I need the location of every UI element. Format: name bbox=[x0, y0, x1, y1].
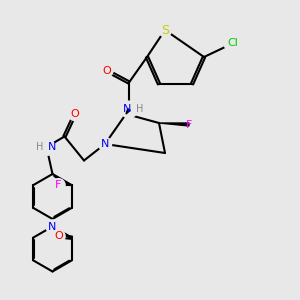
Circle shape bbox=[52, 230, 65, 243]
Circle shape bbox=[224, 35, 241, 52]
Text: S: S bbox=[161, 23, 169, 37]
Circle shape bbox=[121, 101, 137, 118]
Circle shape bbox=[98, 137, 112, 151]
Text: N: N bbox=[123, 104, 132, 115]
Text: O: O bbox=[54, 231, 63, 241]
Polygon shape bbox=[126, 109, 130, 114]
Text: Cl: Cl bbox=[227, 38, 238, 49]
Text: H: H bbox=[35, 142, 43, 152]
Text: H: H bbox=[136, 104, 143, 115]
Text: N: N bbox=[48, 221, 57, 232]
Circle shape bbox=[158, 23, 172, 37]
Text: F: F bbox=[186, 119, 192, 130]
Circle shape bbox=[52, 178, 65, 192]
Text: O: O bbox=[102, 65, 111, 76]
Circle shape bbox=[182, 118, 196, 131]
Text: F: F bbox=[55, 180, 62, 190]
Circle shape bbox=[38, 139, 55, 155]
Polygon shape bbox=[159, 123, 189, 126]
Text: O: O bbox=[70, 109, 80, 119]
Circle shape bbox=[68, 107, 82, 121]
Text: N: N bbox=[101, 139, 109, 149]
Text: N: N bbox=[48, 142, 56, 152]
Circle shape bbox=[100, 64, 113, 77]
Circle shape bbox=[46, 220, 59, 233]
